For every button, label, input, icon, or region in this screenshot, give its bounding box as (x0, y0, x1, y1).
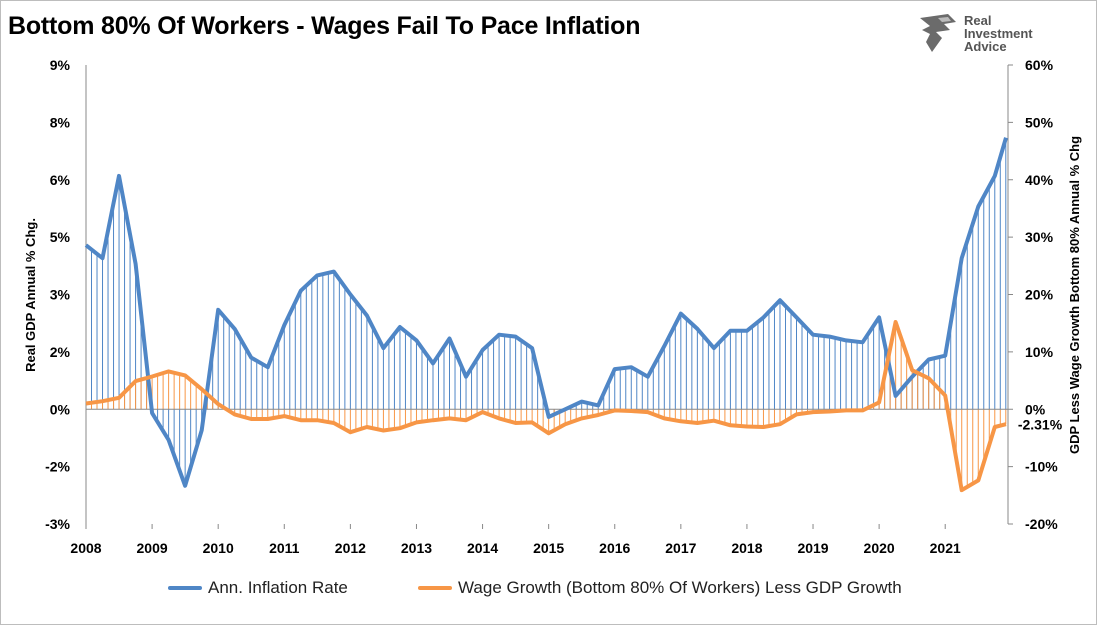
x-tick-label: 2018 (731, 540, 762, 556)
legend-item-inflation: Ann. Inflation Rate (168, 578, 348, 598)
right-tick-label: 50% (1025, 114, 1054, 130)
left-tick-label: 0% (50, 401, 71, 417)
x-tick-label: 2013 (401, 540, 432, 556)
left-tick-label: 6% (50, 172, 71, 188)
right-tick-label: 10% (1025, 344, 1054, 360)
left-tick-label: 8% (50, 114, 71, 130)
logo: Real Investment Advice (918, 12, 1033, 54)
x-tick-label: 2021 (930, 540, 961, 556)
x-tick-label: 2008 (70, 540, 101, 556)
right-tick-label: 40% (1025, 172, 1054, 188)
x-tick-label: 2017 (665, 540, 696, 556)
series-line-wage (85, 320, 1007, 493)
x-tick-label: 2012 (335, 540, 366, 556)
left-axis-title: Real GDP Annual % Chg. (23, 218, 38, 372)
left-tick-label: 3% (50, 287, 71, 303)
right-tick-label: 60% (1025, 57, 1054, 73)
right-tick-label: -10% (1025, 459, 1058, 475)
left-tick-label: 2% (50, 344, 71, 360)
logo-line-3: Advice (964, 38, 1007, 54)
legend-label-wage: Wage Growth (Bottom 80% Of Workers) Less… (458, 578, 902, 597)
left-tick-label: -2% (45, 459, 70, 475)
right-tick-label: -20% (1025, 516, 1058, 532)
last-value-annotation: -2.31% (1018, 417, 1063, 433)
right-tick-label: 30% (1025, 229, 1054, 245)
right-axis-title: GDP Less Wage Growth Bottom 80% Annual %… (1067, 136, 1082, 454)
legend-label-inflation: Ann. Inflation Rate (208, 578, 348, 597)
left-tick-label: -3% (45, 516, 70, 532)
eagle-logo-icon (920, 14, 956, 52)
left-tick-label: 5% (50, 229, 71, 245)
logo-line-1: Real (964, 12, 992, 28)
legend-item-wage: Wage Growth (Bottom 80% Of Workers) Less… (418, 578, 902, 598)
chart-title: Bottom 80% Of Workers - Wages Fail To Pa… (8, 12, 641, 40)
x-tick-label: 2015 (533, 540, 564, 556)
x-tick-label: 2014 (467, 540, 498, 556)
x-tick-label: 2009 (137, 540, 168, 556)
left-tick-label: 9% (50, 57, 71, 73)
x-tick-label: 2011 (269, 540, 300, 556)
x-tick-label: 2020 (864, 540, 895, 556)
legend-swatch-orange (418, 586, 452, 590)
x-tick-label: 2016 (599, 540, 630, 556)
series-line-inflation (84, 137, 1008, 488)
right-tick-label: 20% (1025, 287, 1054, 303)
right-tick-label: 0% (1025, 401, 1046, 417)
logo-line-2: Investment (964, 25, 1033, 41)
x-tick-label: 2019 (797, 540, 828, 556)
legend-swatch-blue (168, 586, 202, 590)
x-tick-label: 2010 (203, 540, 234, 556)
